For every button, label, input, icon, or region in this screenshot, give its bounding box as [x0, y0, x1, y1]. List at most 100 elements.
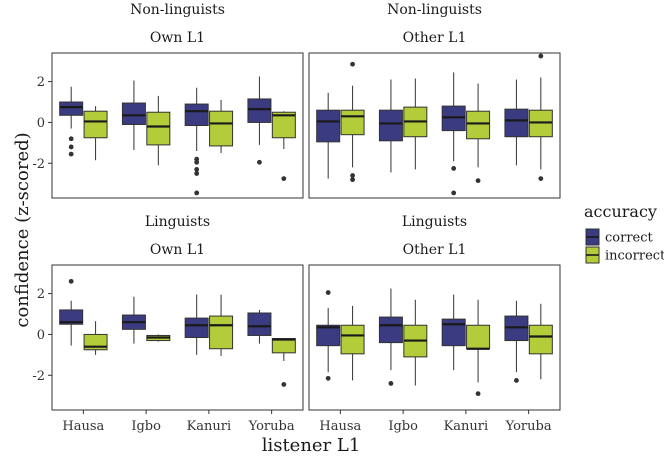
- box-igbo-correct: [378, 288, 403, 386]
- legend-entry-incorrect: incorrect: [585, 246, 664, 264]
- box-yoruba-incorrect: [271, 338, 296, 387]
- facet-row-strip-label: Non-linguists: [387, 2, 482, 18]
- outlier-point: [350, 173, 355, 178]
- iqr-box: [209, 110, 234, 147]
- iqr-box: [146, 111, 171, 146]
- box-kanuri-correct: [441, 294, 466, 371]
- outlier-point: [194, 190, 200, 196]
- box-yoruba-incorrect: [528, 53, 553, 181]
- legend-label: correct: [605, 231, 654, 246]
- legend-label: incorrect: [605, 249, 664, 264]
- y-tick-label: -2: [32, 369, 45, 384]
- outlier-point: [257, 159, 262, 165]
- iqr-box: [247, 98, 272, 123]
- outlier-point: [514, 377, 519, 383]
- iqr-box: [316, 109, 341, 143]
- iqr-box: [271, 111, 296, 139]
- outlier-point: [68, 144, 74, 150]
- box-igbo-correct: [121, 80, 146, 151]
- box-hausa-incorrect: [83, 321, 108, 355]
- panel-border: [51, 264, 304, 411]
- box-hausa-correct: [316, 92, 341, 179]
- iqr-box: [340, 109, 365, 136]
- box-kanuri-correct: [184, 87, 209, 196]
- legend-entry-correct: correct: [585, 228, 654, 246]
- outlier-point: [325, 375, 331, 381]
- box-kanuri-correct: [184, 294, 209, 355]
- box-igbo-incorrect: [403, 299, 428, 386]
- facet-col-strip-label: Other L1: [403, 30, 467, 46]
- box-igbo-incorrect: [403, 78, 428, 170]
- facet-panel: Linguists Own L1: [51, 214, 304, 411]
- facet-panel: Non-linguists Own L1: [51, 2, 304, 199]
- outlier-point: [68, 136, 74, 142]
- panels-layer: Non-linguists Own L1 Non-linguists Other L1…: [51, 2, 561, 411]
- x-tick-label: Kanuri: [187, 419, 232, 434]
- outlier-point: [388, 381, 394, 386]
- iqr-box: [466, 324, 491, 350]
- box-igbo-incorrect: [146, 95, 171, 166]
- outlier-point: [538, 53, 544, 59]
- outlier-point: [475, 178, 481, 184]
- box-yoruba-incorrect: [528, 303, 553, 380]
- iqr-box: [59, 101, 84, 116]
- y-axis-title: confidence (z-scored): [12, 132, 33, 327]
- box-kanuri-incorrect: [466, 83, 491, 184]
- iqr-box: [340, 324, 365, 355]
- facet-col-strip-label: Other L1: [403, 242, 467, 258]
- box-kanuri-incorrect: [209, 294, 234, 356]
- box-hausa-correct: [59, 278, 84, 346]
- facet-col-strip-label: Own L1: [150, 242, 205, 258]
- panel-border: [51, 52, 304, 199]
- iqr-box: [466, 110, 491, 140]
- iqr-box: [121, 102, 146, 125]
- box-igbo-incorrect: [146, 334, 171, 342]
- x-axis-title: listener L1: [262, 435, 361, 456]
- y-tick-label: 0: [37, 328, 45, 343]
- iqr-box: [528, 324, 553, 355]
- box-hausa-incorrect: [83, 106, 108, 161]
- facet-panel: Linguists Other L1: [308, 214, 561, 411]
- box-yoruba-correct: [504, 79, 529, 166]
- outlier-point: [68, 151, 74, 157]
- x-tick-label: Kanuri: [444, 419, 489, 434]
- outlier-point: [451, 190, 457, 196]
- iqr-box: [378, 316, 403, 344]
- box-kanuri-incorrect: [466, 299, 491, 397]
- y-tick-label: 2: [37, 287, 45, 302]
- x-tick-label: Igbo: [388, 419, 418, 434]
- outlier-point: [350, 61, 355, 67]
- box-hausa-correct: [59, 86, 84, 157]
- box-hausa-correct: [316, 290, 341, 381]
- x-tick-label: Yoruba: [505, 419, 552, 434]
- iqr-box: [59, 309, 84, 325]
- box-yoruba-correct: [247, 76, 272, 165]
- outlier-point: [194, 171, 200, 176]
- outlier-point: [194, 167, 200, 172]
- x-tick-label: Igbo: [131, 419, 161, 434]
- box-igbo-correct: [121, 296, 146, 344]
- facet-panel: Non-linguists Other L1: [308, 2, 561, 199]
- iqr-box: [271, 338, 296, 354]
- axes-layer: -2 0 2 -2 0 2 Hausa Igbo Kanuri Yoruba Hausa Igbo Ka…: [32, 75, 552, 434]
- panel-border: [308, 52, 561, 199]
- legend-entries: correct incorrect: [585, 228, 664, 264]
- iqr-box: [209, 315, 234, 350]
- facet-col-strip-label: Own L1: [150, 30, 205, 46]
- iqr-box: [504, 108, 529, 138]
- box-hausa-incorrect: [340, 61, 365, 183]
- x-tick-label: Yoruba: [248, 419, 295, 434]
- x-tick-label: Hausa: [62, 419, 104, 434]
- y-tick-label: -2: [32, 157, 45, 172]
- outlier-point: [350, 177, 355, 183]
- iqr-box: [184, 317, 209, 339]
- box-yoruba-incorrect: [271, 111, 296, 181]
- box-igbo-correct: [378, 79, 403, 173]
- outlier-point: [538, 176, 544, 181]
- facet-row-strip-label: Non-linguists: [130, 2, 225, 18]
- box-yoruba-correct: [247, 309, 272, 344]
- y-tick-label: 0: [37, 116, 45, 131]
- panel-border: [308, 264, 561, 411]
